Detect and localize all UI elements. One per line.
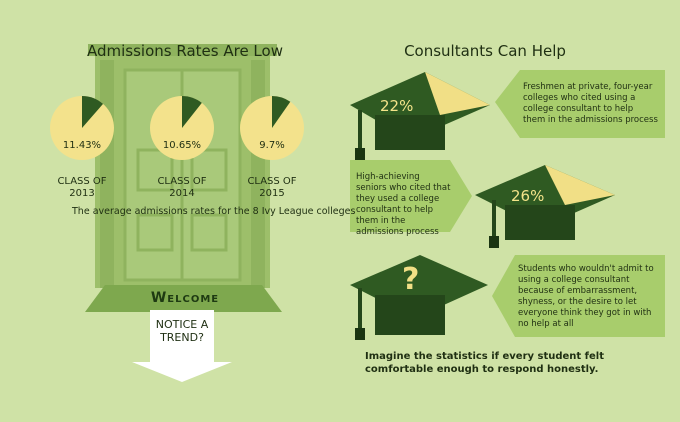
door-sign: Welcome [150, 290, 220, 306]
arrow-text: NOTICE A TREND? [155, 318, 209, 344]
pie-slice [272, 96, 291, 128]
pie-label: 10.65% [162, 140, 202, 151]
cap [350, 72, 490, 160]
cap [350, 255, 488, 340]
callout-text: Students who wouldn't admit to using a c… [518, 264, 654, 329]
callout [350, 160, 472, 232]
down-arrow [132, 310, 232, 382]
callout [495, 70, 665, 138]
pie-label: 9.7% [259, 140, 285, 151]
welcome-mat [85, 285, 282, 312]
class-label: CLASS OF 2015 [247, 176, 297, 199]
pie-slice [82, 96, 104, 128]
right-title: Consultants Can Help [404, 42, 566, 60]
left-title: Admissions Rates Are Low [87, 42, 283, 60]
cap-figure: 22% [380, 97, 414, 115]
footer: Imagine the statistics if every student … [365, 351, 605, 375]
pie-slice [182, 96, 202, 128]
cap-figure: 26% [511, 187, 545, 205]
pies [50, 96, 304, 160]
pie-label: 11.43% [62, 140, 102, 151]
class-label: CLASS OF 2013 [57, 176, 107, 199]
callout [492, 255, 665, 337]
caption: The average admissions rates for the 8 I… [72, 206, 356, 217]
callout-text: High-achieving seniors who cited that th… [356, 172, 451, 237]
cap-figure: ? [402, 262, 420, 297]
building [88, 44, 277, 288]
callout-text: Freshmen at private, four-year colleges … [523, 82, 658, 125]
cap [475, 165, 615, 248]
class-label: CLASS OF 2014 [157, 176, 207, 199]
